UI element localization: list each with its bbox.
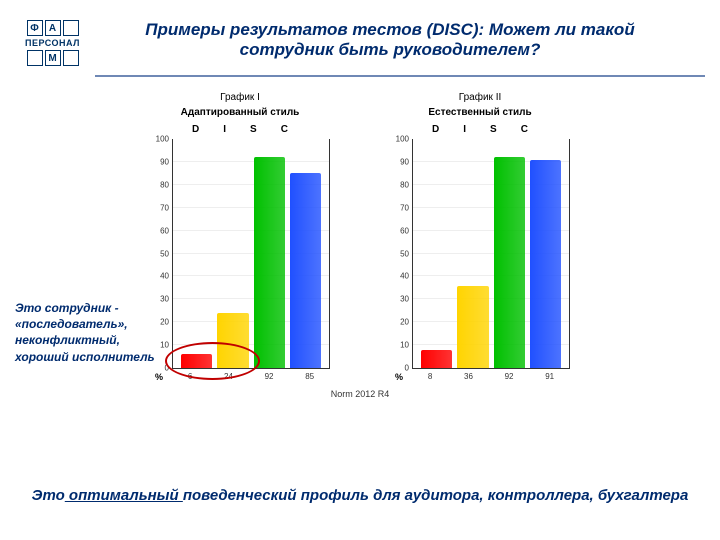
chart-title: График II — [390, 92, 570, 103]
disc-letter: S — [490, 124, 497, 135]
caption-part: поведенческий профиль для аудитора, конт… — [183, 487, 688, 504]
disc-letter: I — [463, 124, 466, 135]
logo-cell — [63, 50, 79, 66]
y-tick-label: 70 — [400, 203, 409, 212]
caption-underline: оптимальный — [65, 487, 183, 504]
page-title: Примеры результатов тестов (DISC): Может… — [90, 20, 690, 60]
y-tick-label: 60 — [160, 226, 169, 235]
logo-cell — [63, 20, 79, 36]
y-tick-label: 40 — [160, 272, 169, 281]
y-tick-label: 90 — [400, 157, 409, 166]
y-tick-label: 100 — [156, 135, 169, 144]
disc-letter: I — [223, 124, 226, 135]
chart-plot: 0102030405060708090100% — [412, 139, 570, 369]
x-values: 6 24 92 85 — [150, 372, 330, 381]
percent-label: % — [155, 372, 163, 382]
y-tick-label: 20 — [400, 318, 409, 327]
bar — [254, 157, 285, 368]
chart-block: График IIЕстественный стильDISC010203040… — [390, 92, 570, 381]
gridline — [173, 161, 329, 162]
bar-value: 36 — [464, 372, 473, 381]
bar-value: 92 — [505, 372, 514, 381]
bar-value: 85 — [305, 372, 314, 381]
percent-label: % — [395, 372, 403, 382]
y-tick-label: 0 — [165, 364, 169, 373]
logo-cell: Ф — [27, 20, 43, 36]
chart-subtitle: Адаптированный стиль — [150, 107, 330, 118]
y-tick-label: 60 — [400, 226, 409, 235]
bar-value: 24 — [224, 372, 233, 381]
y-tick-label: 70 — [160, 203, 169, 212]
x-values: 8 36 92 91 — [390, 372, 570, 381]
bar-value: 91 — [545, 372, 554, 381]
bar — [494, 157, 525, 368]
chart-title: График I — [150, 92, 330, 103]
bar — [290, 173, 321, 368]
y-tick-label: 50 — [160, 249, 169, 258]
chart-plot: 0102030405060708090100% — [172, 139, 330, 369]
norm-label: Norm 2012 R4 — [0, 389, 720, 399]
bar — [181, 354, 212, 368]
y-tick-label: 90 — [160, 157, 169, 166]
disc-letter: D — [192, 124, 199, 135]
chart-letters: DISC — [390, 124, 570, 135]
disc-letter: C — [281, 124, 288, 135]
logo-cell: А — [45, 20, 61, 36]
y-tick-label: 50 — [400, 249, 409, 258]
y-tick-label: 40 — [400, 272, 409, 281]
y-tick-label: 10 — [400, 341, 409, 350]
chart-block: График I Адаптированный стиль D I S C 01020304… — [150, 92, 330, 381]
bottom-caption: Это оптимальный поведенческий профиль дл… — [0, 486, 720, 506]
y-tick-label: 100 — [396, 135, 409, 144]
y-tick-label: 80 — [400, 180, 409, 189]
bar-value: 92 — [265, 372, 274, 381]
logo-cell: М — [45, 50, 61, 66]
chart-letters: DISC — [150, 124, 330, 135]
bar — [530, 160, 561, 368]
bar — [457, 286, 488, 368]
bar-value: 6 — [188, 372, 192, 381]
caption-part: Это — [32, 487, 65, 504]
chart-subtitle: Естественный стиль — [390, 107, 570, 118]
y-axis: 0102030405060708090100 — [391, 139, 411, 368]
y-tick-label: 0 — [405, 364, 409, 373]
disc-letter: D — [432, 124, 439, 135]
bar-value: 8 — [428, 372, 432, 381]
disc-letter: S — [250, 124, 257, 135]
bar — [217, 313, 248, 368]
logo-word: ПЕРСОНАЛ — [15, 38, 90, 48]
bar — [421, 350, 452, 368]
brand-logo: Ф А ПЕРСОНАЛ М — [15, 20, 90, 68]
logo-cell — [27, 50, 43, 66]
disc-letter: C — [521, 124, 528, 135]
header-divider — [95, 75, 705, 77]
side-caption: Это сотрудник - «последователь», неконфл… — [15, 300, 170, 365]
y-tick-label: 80 — [160, 180, 169, 189]
y-tick-label: 30 — [400, 295, 409, 304]
